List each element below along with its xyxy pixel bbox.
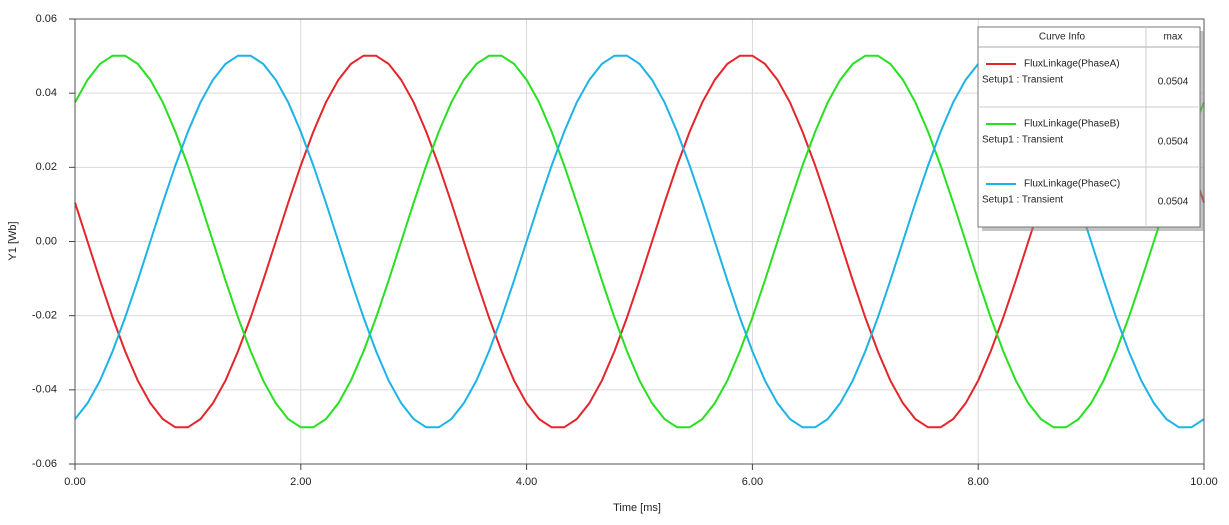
axes: -0.06 -0.04 -0.02 0.00 0.02 0.04 0.06 0.00 2.00 4… <box>32 13 1218 488</box>
y-tick-label: 0.06 <box>36 13 57 25</box>
legend-max: 0.0504 <box>1158 77 1189 88</box>
y-tick-label: 0.02 <box>36 161 57 173</box>
legend-entry: FluxLinkage(PhaseA) <box>1024 59 1120 70</box>
series-line <box>74 54 1205 429</box>
x-tick-label: 0.00 <box>64 476 85 488</box>
legend: Curve Info max FluxLinkage(PhaseA) Setup1… <box>977 26 1204 231</box>
legend-setup: Setup1 : Transient <box>982 75 1063 86</box>
legend-header: Curve Info <box>1039 32 1086 43</box>
legend-max: 0.0504 <box>1158 137 1189 148</box>
series-line <box>74 54 1205 429</box>
legend-entry: FluxLinkage(PhaseB) <box>1024 119 1120 130</box>
y-axis-label: Y1 [Wb] <box>7 221 19 260</box>
x-tick-label: 10.00 <box>1190 476 1218 488</box>
x-tick-label: 6.00 <box>742 476 763 488</box>
y-tick-label: -0.04 <box>32 384 57 396</box>
y-tick-label: 0.04 <box>36 87 57 99</box>
legend-box <box>977 26 1201 228</box>
y-tick-label: 0.00 <box>36 235 57 247</box>
y-tick-label: -0.06 <box>32 458 57 470</box>
y-tick-label: -0.02 <box>32 310 57 322</box>
x-tick-label: 4.00 <box>516 476 537 488</box>
x-tick-label: 2.00 <box>290 476 311 488</box>
x-axis-label: Time [ms] <box>613 502 661 514</box>
x-tick-label: 8.00 <box>967 476 988 488</box>
legend-setup: Setup1 : Transient <box>982 195 1063 206</box>
legend-entry: FluxLinkage(PhaseC) <box>1024 179 1120 190</box>
legend-max: 0.0504 <box>1158 197 1189 208</box>
legend-header: max <box>1164 32 1183 43</box>
legend-setup: Setup1 : Transient <box>982 135 1063 146</box>
